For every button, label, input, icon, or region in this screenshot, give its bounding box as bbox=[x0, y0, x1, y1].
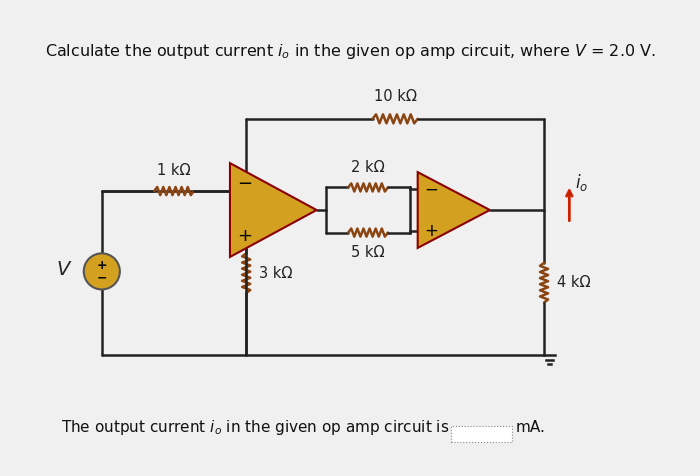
Polygon shape bbox=[230, 163, 316, 257]
Text: 10 kΩ: 10 kΩ bbox=[374, 89, 416, 104]
Text: 3 kΩ: 3 kΩ bbox=[259, 266, 292, 281]
Text: mA.: mA. bbox=[516, 420, 546, 435]
Text: +: + bbox=[97, 258, 107, 272]
Text: $i_o$: $i_o$ bbox=[575, 172, 588, 193]
Text: −: − bbox=[237, 175, 252, 193]
Text: −: − bbox=[424, 180, 438, 198]
Text: −: − bbox=[97, 271, 107, 284]
Text: V: V bbox=[57, 260, 70, 279]
Circle shape bbox=[84, 253, 120, 289]
Text: +: + bbox=[424, 222, 438, 240]
FancyBboxPatch shape bbox=[451, 426, 512, 442]
Text: Calculate the output current $i_o$ in the given op amp circuit, where $V$ = 2.0 : Calculate the output current $i_o$ in th… bbox=[45, 42, 655, 61]
Text: The output current $i_o$ in the given op amp circuit is: The output current $i_o$ in the given op… bbox=[61, 418, 449, 437]
Text: +: + bbox=[237, 227, 252, 245]
Text: 2 kΩ: 2 kΩ bbox=[351, 160, 385, 175]
Text: 4 kΩ: 4 kΩ bbox=[556, 275, 590, 290]
Text: 1 kΩ: 1 kΩ bbox=[158, 163, 191, 178]
Text: 5 kΩ: 5 kΩ bbox=[351, 245, 385, 260]
Polygon shape bbox=[418, 172, 490, 248]
